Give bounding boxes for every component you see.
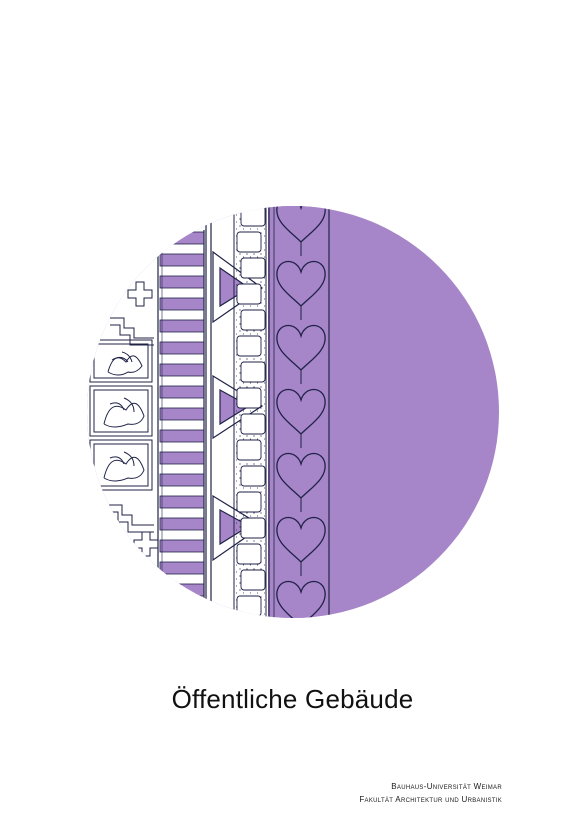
brick [236,335,262,357]
relief-column [89,281,159,557]
ladder-band [160,628,204,640]
heart-icon [276,388,326,435]
ladder-band [159,407,205,421]
heart-column [268,206,332,618]
ladder-band [159,297,205,311]
ladder-band [159,495,205,509]
page-title: Öffentliche Gebäude [171,684,414,714]
brick [240,517,266,539]
brick [236,231,262,253]
imprint-university: Bauhaus-Universität Weimar [391,782,502,791]
imprint: Bauhaus-Universität Weimar Fakultät Arch… [359,780,502,806]
brick [240,413,266,435]
ladder-band [159,319,205,333]
ladder-band [159,253,205,267]
brick [236,595,262,617]
brick [240,361,266,383]
brick [236,387,262,409]
heart-icon [276,324,326,371]
brick [240,569,266,591]
ladder-band [159,231,205,245]
brick [236,543,262,565]
ladder-band [159,385,205,399]
brick-column [233,206,267,642]
ladder-band [159,583,205,597]
ladder-band [159,539,205,553]
brick [240,257,266,279]
brick [236,439,262,461]
ladder-band [159,341,205,355]
brick [240,465,266,487]
ladder-column [157,230,205,640]
brick [236,283,262,305]
ladder-band [159,363,205,377]
ladder-band [159,473,205,487]
brick [236,491,262,513]
heart-icon [276,452,326,499]
ladder-band [159,517,205,531]
ladder-band [159,429,205,443]
heart-icon [276,580,326,618]
heart-icon [276,206,326,243]
ladder-band [159,451,205,465]
brick [241,622,265,642]
ladder-band [159,275,205,289]
imprint-faculty: Fakultät Architektur und Urbanistik [359,795,502,804]
heart-icon [276,516,326,563]
brick [240,206,266,227]
brick [240,309,266,331]
ladder-band [159,605,205,618]
ladder-band [159,561,205,575]
heart-icon [276,260,326,307]
